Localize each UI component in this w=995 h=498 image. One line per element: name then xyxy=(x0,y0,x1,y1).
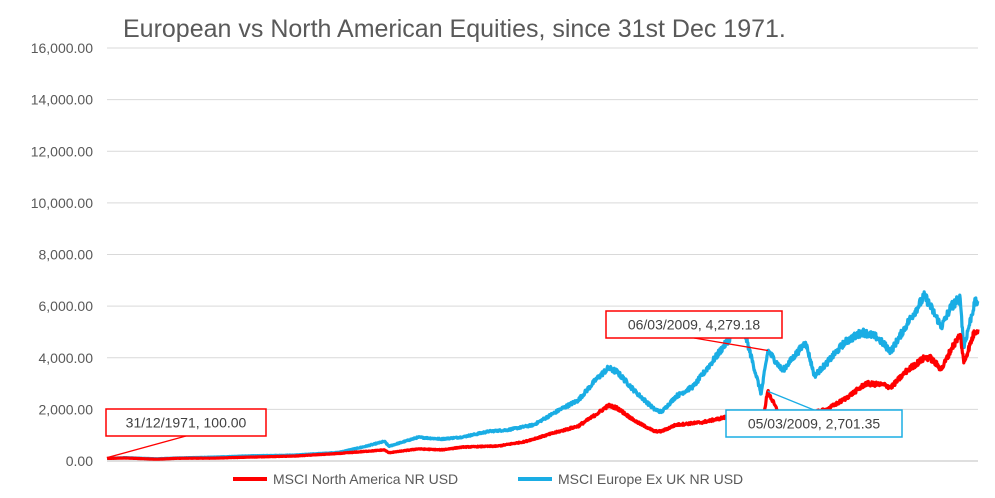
callout-box xyxy=(105,408,267,437)
legend-label: MSCI Europe Ex UK NR USD xyxy=(558,471,743,487)
callout-box xyxy=(605,310,783,339)
callout-label: 06/03/2009, 4,279.18 xyxy=(628,317,761,333)
y-tick-label: 14,000.00 xyxy=(31,92,93,108)
y-tick-label: 16,000.00 xyxy=(31,40,93,56)
callout-layer: 31/12/1971, 100.00 06/03/2009, 4,279.18 05… xyxy=(105,310,903,459)
callout-leader xyxy=(693,337,769,352)
callout-box xyxy=(725,409,903,438)
data-label-north-america-trough: 05/03/2009, 2,701.35 xyxy=(725,390,903,438)
gridlines xyxy=(107,47,978,410)
series-line-north-america xyxy=(105,329,980,461)
y-tick-label: 6,000.00 xyxy=(39,298,94,314)
y-tick-label: 0.00 xyxy=(66,453,93,469)
y-tick-label: 12,000.00 xyxy=(31,143,93,159)
y-tick-label: 2,000.00 xyxy=(39,401,94,417)
data-label-europe-trough: 06/03/2009, 4,279.18 xyxy=(605,310,783,352)
y-axis-tick-labels: 0.00 2,000.00 4,000.00 6,000.00 8,000.00 10,0… xyxy=(31,40,94,469)
legend-item: MSCI North America NR USD xyxy=(233,471,458,487)
y-tick-label: 8,000.00 xyxy=(39,247,94,263)
y-tick-label: 10,000.00 xyxy=(31,195,93,211)
callout-label: 31/12/1971, 100.00 xyxy=(126,415,247,431)
callout-leader xyxy=(767,390,815,411)
y-tick-label: 4,000.00 xyxy=(39,350,94,366)
series-layer xyxy=(105,290,980,461)
callout-leader xyxy=(107,435,187,459)
legend: MSCI North America NR USD MSCI Europe Ex … xyxy=(233,471,743,487)
legend-item: MSCI Europe Ex UK NR USD xyxy=(518,471,743,487)
data-label-start: 31/12/1971, 100.00 xyxy=(105,408,267,459)
chart-title: European vs North American Equities, sin… xyxy=(123,15,786,43)
legend-label: MSCI North America NR USD xyxy=(273,471,458,487)
callout-label: 05/03/2009, 2,701.35 xyxy=(748,416,881,432)
